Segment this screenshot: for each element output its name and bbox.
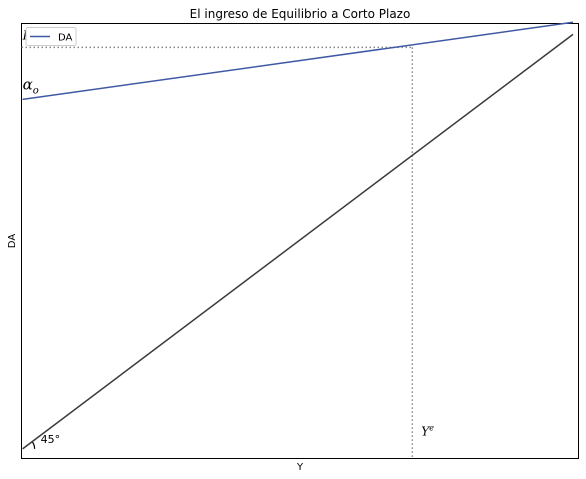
chart-title: El ingreso de Equilibrio a Corto Plazo [190, 7, 411, 21]
x-axis-label: Y [296, 462, 304, 473]
legend-label-da: DA [58, 33, 73, 44]
legend-box [25, 27, 77, 46]
legend: DA [25, 27, 77, 46]
y-axis-label: DA [7, 234, 18, 249]
plot-area [21, 23, 579, 459]
y-equilibrium-label: Ye [421, 424, 434, 439]
angle-45-label: 45° [41, 433, 61, 446]
45-degree-line [22, 33, 574, 450]
da-line [22, 21, 574, 101]
alpha-intercept-label: αo [23, 75, 39, 96]
